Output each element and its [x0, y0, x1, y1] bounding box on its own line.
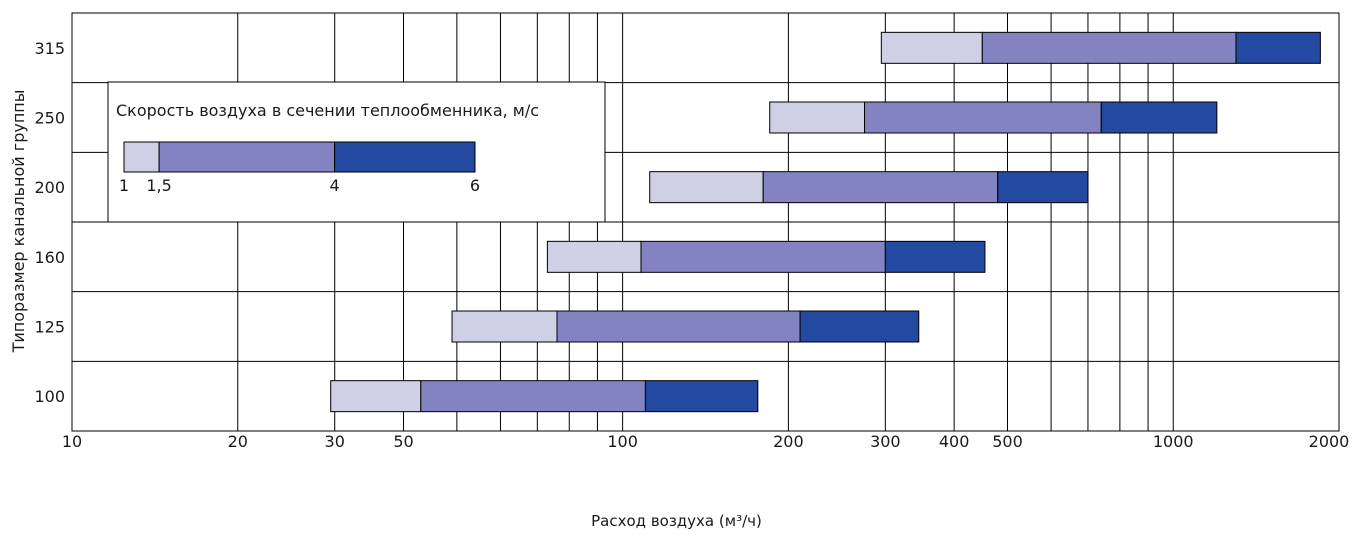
x-tick-label: 20	[228, 432, 248, 451]
x-tick-label: 2000	[1309, 432, 1350, 451]
y-tick-label: 160	[34, 248, 65, 267]
y-tick-label: 100	[34, 387, 65, 406]
bar-125	[451, 310, 920, 343]
legend-segment-3	[334, 141, 476, 173]
y-tick-label: 125	[34, 318, 65, 337]
y-tick-labels: 315 250 200 160 125 100	[34, 39, 65, 406]
legend: Скорость воздуха в сечении теплообменник…	[107, 81, 606, 223]
y-tick-label: 200	[34, 178, 65, 197]
bar-125-segment-1	[451, 310, 558, 343]
bar-250-segment-1	[769, 101, 866, 134]
legend-tick-label: 4	[330, 176, 340, 195]
bar-125-segment-2	[556, 310, 801, 343]
legend-segment-2	[158, 141, 336, 173]
bar-100-segment-2	[420, 380, 646, 413]
x-tick-label: 30	[325, 432, 345, 451]
legend-title: Скорость воздуха в сечении теплообменник…	[116, 101, 539, 120]
bar-100-segment-1	[330, 380, 422, 413]
x-tick-label: 300	[870, 432, 901, 451]
bar-100	[330, 380, 759, 413]
x-tick-label: 200	[773, 432, 804, 451]
legend-bar	[123, 141, 476, 173]
bar-250	[769, 101, 1218, 134]
legend-ticks: 1 1,5 4 6	[119, 176, 480, 195]
bar-160-segment-3	[884, 240, 986, 273]
x-tick-label: 10	[62, 432, 82, 451]
x-tick-label: 50	[393, 432, 413, 451]
plot-frame	[71, 12, 1340, 432]
bar-200-segment-3	[997, 171, 1089, 204]
bar-315-segment-1	[880, 31, 983, 64]
bar-160-segment-1	[546, 240, 642, 273]
legend-tick-label: 1	[119, 176, 129, 195]
x-axis-label: Расход воздуха (м³/ч)	[591, 512, 762, 530]
bar-160-segment-2	[640, 240, 886, 273]
y-tick-label: 250	[34, 109, 65, 128]
bar-315-segment-3	[1235, 31, 1321, 64]
bar-200-segment-1	[649, 171, 764, 204]
legend-tick-label: 1,5	[146, 176, 171, 195]
y-tick-label: 315	[34, 39, 65, 58]
bars	[330, 31, 1321, 413]
bar-200	[649, 171, 1089, 204]
legend-tick-label: 6	[470, 176, 480, 195]
bar-315-segment-2	[981, 31, 1237, 64]
bar-250-segment-3	[1100, 101, 1218, 134]
bar-315	[880, 31, 1321, 64]
x-tick-label: 500	[992, 432, 1023, 451]
bar-250-segment-2	[864, 101, 1102, 134]
bar-125-segment-3	[799, 310, 920, 343]
x-tick-labels: 10 20 30 50 100 200 300 400 500 1000 2000	[62, 432, 1350, 451]
x-tick-label: 100	[607, 432, 638, 451]
legend-segment-1	[123, 141, 160, 173]
x-tick-label: 400	[939, 432, 970, 451]
bar-100-segment-3	[644, 380, 759, 413]
y-axis-label: Типоразмер канальной группы	[9, 90, 28, 354]
bar-200-segment-2	[762, 171, 999, 204]
x-tick-label: 1000	[1153, 432, 1194, 451]
bar-160	[546, 240, 986, 273]
